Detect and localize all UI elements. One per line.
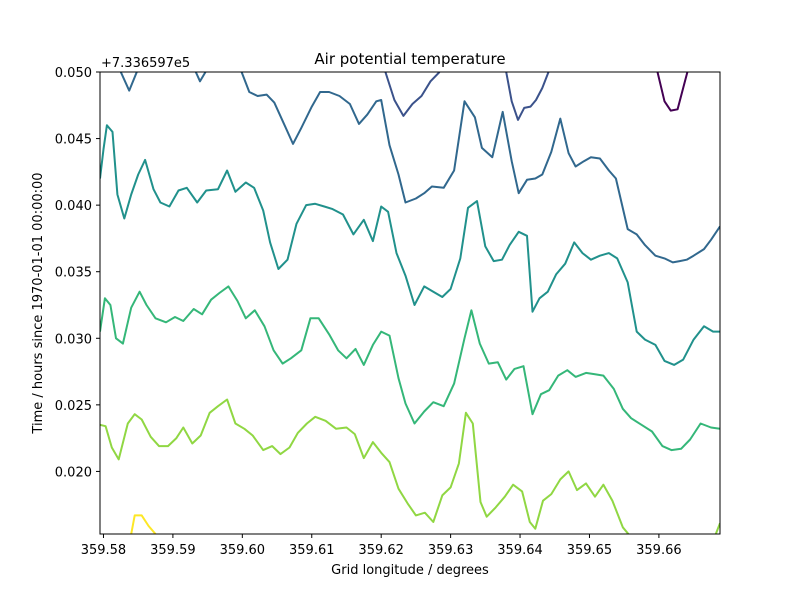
x-tick-label: 359.60 bbox=[220, 543, 266, 558]
x-axis-label: Grid longitude / degrees bbox=[331, 563, 489, 578]
y-axis-ticks: 0.020 0.025 0.030 0.035 0.040 0.045 0.050 bbox=[55, 66, 100, 480]
x-axis-ticks: 359.58 359.59 359.60 359.61 359.62 359.63 359.… bbox=[81, 534, 682, 558]
x-tick-label: 359.63 bbox=[428, 543, 474, 558]
series-layer bbox=[100, 72, 720, 534]
contour-line-4 bbox=[119, 72, 138, 92]
contour-line-7 bbox=[100, 124, 720, 366]
chart-title: Air potential temperature bbox=[314, 50, 505, 68]
plot-frame bbox=[99, 71, 721, 535]
contour-line-6 bbox=[240, 72, 720, 264]
contour-line-9 bbox=[100, 398, 630, 534]
y-tick-label: 0.025 bbox=[55, 399, 92, 414]
contour-line-8 bbox=[100, 285, 720, 452]
y-tick-label: 0.045 bbox=[55, 133, 92, 148]
contour-line-5 bbox=[194, 72, 207, 83]
y-axis-label: Time / hours since 1970-01-01 00:00:00 bbox=[31, 172, 46, 434]
x-tick-label: 359.59 bbox=[150, 543, 196, 558]
y-tick-label: 0.035 bbox=[55, 266, 92, 281]
contour-line-11 bbox=[130, 514, 157, 534]
y-axis-offset-label: +7.336597e5 bbox=[101, 56, 190, 71]
x-tick-label: 359.65 bbox=[567, 543, 613, 558]
x-tick-label: 359.61 bbox=[289, 543, 335, 558]
x-tick-label: 359.58 bbox=[81, 543, 127, 558]
y-tick-label: 0.050 bbox=[55, 66, 92, 81]
contour-line-2 bbox=[384, 72, 441, 117]
x-tick-label: 359.66 bbox=[636, 543, 682, 558]
y-tick-label: 0.040 bbox=[55, 199, 92, 214]
x-tick-label: 359.62 bbox=[358, 543, 404, 558]
contour-line-10 bbox=[714, 522, 720, 534]
y-tick-label: 0.020 bbox=[55, 465, 92, 480]
x-tick-label: 359.64 bbox=[497, 543, 543, 558]
y-tick-label: 0.030 bbox=[55, 332, 92, 347]
contour-line-3 bbox=[505, 72, 550, 121]
contour-line-1 bbox=[656, 72, 689, 112]
